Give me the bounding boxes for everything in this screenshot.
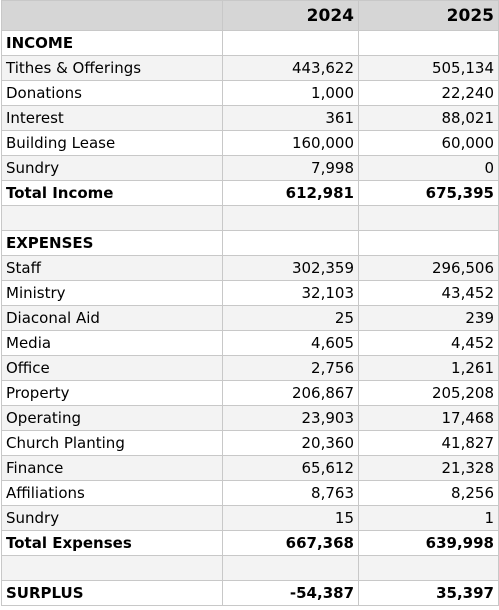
table-row: Donations 1,000 22,240 bbox=[1, 80, 499, 106]
value-cell: 25 bbox=[222, 305, 359, 331]
row-label: Diaconal Aid bbox=[1, 305, 223, 331]
table-row: EXPENSES bbox=[1, 230, 499, 256]
header-cell: 2024 bbox=[222, 0, 359, 31]
table-row: INCOME bbox=[1, 30, 499, 56]
table-row: Ministry 32,103 43,452 bbox=[1, 280, 499, 306]
row-label: Media bbox=[1, 330, 223, 356]
value-cell: 612,981 bbox=[222, 180, 359, 206]
table-row: Tithes & Offerings 443,622 505,134 bbox=[1, 55, 499, 81]
value-cell: 88,021 bbox=[358, 105, 499, 131]
value-cell: 7,998 bbox=[222, 155, 359, 181]
value-cell: 32,103 bbox=[222, 280, 359, 306]
table-row: Church Planting 20,360 41,827 bbox=[1, 430, 499, 456]
table-row: Sundry 15 1 bbox=[1, 505, 499, 531]
table-row: Diaconal Aid 25 239 bbox=[1, 305, 499, 331]
value-cell: 302,359 bbox=[222, 255, 359, 281]
value-cell: 20,360 bbox=[222, 430, 359, 456]
row-label: Interest bbox=[1, 105, 223, 131]
value-cell: 205,208 bbox=[358, 380, 499, 406]
row-label: Church Planting bbox=[1, 430, 223, 456]
row-label: Operating bbox=[1, 405, 223, 431]
table-row: Operating 23,903 17,468 bbox=[1, 405, 499, 431]
table-row bbox=[1, 555, 499, 581]
value-cell: 22,240 bbox=[358, 80, 499, 106]
header-cell: 2025 bbox=[358, 0, 499, 31]
value-cell: 8,763 bbox=[222, 480, 359, 506]
value-cell: 4,605 bbox=[222, 330, 359, 356]
value-cell: 1 bbox=[358, 505, 499, 531]
value-cell: 160,000 bbox=[222, 130, 359, 156]
table-row: Staff 302,359 296,506 bbox=[1, 255, 499, 281]
row-label: Property bbox=[1, 380, 223, 406]
value-cell: 4,452 bbox=[358, 330, 499, 356]
table-row: Affiliations 8,763 8,256 bbox=[1, 480, 499, 506]
value-cell bbox=[358, 555, 499, 581]
value-cell: 65,612 bbox=[222, 455, 359, 481]
table-row: Interest 361 88,021 bbox=[1, 105, 499, 131]
value-cell: 8,256 bbox=[358, 480, 499, 506]
table-row: Finance 65,612 21,328 bbox=[1, 455, 499, 481]
value-cell: 0 bbox=[358, 155, 499, 181]
row-label: Affiliations bbox=[1, 480, 223, 506]
row-label: Donations bbox=[1, 80, 223, 106]
row-label: INCOME bbox=[1, 30, 223, 56]
row-label: Finance bbox=[1, 455, 223, 481]
table-row: Property 206,867 205,208 bbox=[1, 380, 499, 406]
value-cell: 2,756 bbox=[222, 355, 359, 381]
value-cell: 41,827 bbox=[358, 430, 499, 456]
value-cell: 675,395 bbox=[358, 180, 499, 206]
value-cell: 1,261 bbox=[358, 355, 499, 381]
value-cell bbox=[222, 205, 359, 231]
value-cell: 639,998 bbox=[358, 530, 499, 556]
table-row: Office 2,756 1,261 bbox=[1, 355, 499, 381]
row-label: Staff bbox=[1, 255, 223, 281]
table-row: Sundry 7,998 0 bbox=[1, 155, 499, 181]
row-label bbox=[1, 555, 223, 581]
value-cell bbox=[222, 230, 359, 256]
value-cell bbox=[358, 230, 499, 256]
value-cell bbox=[222, 555, 359, 581]
row-label: Office bbox=[1, 355, 223, 381]
value-cell bbox=[358, 205, 499, 231]
value-cell: 35,397 bbox=[358, 580, 499, 606]
value-cell: 296,506 bbox=[358, 255, 499, 281]
value-cell: 443,622 bbox=[222, 55, 359, 81]
row-label: Building Lease bbox=[1, 130, 223, 156]
value-cell: 361 bbox=[222, 105, 359, 131]
row-label: Sundry bbox=[1, 155, 223, 181]
table-row: SURPLUS -54,387 35,397 bbox=[1, 580, 499, 606]
row-label: Ministry bbox=[1, 280, 223, 306]
value-cell: 667,368 bbox=[222, 530, 359, 556]
table-row: Media 4,605 4,452 bbox=[1, 330, 499, 356]
header-cell bbox=[1, 0, 223, 31]
row-label: SURPLUS bbox=[1, 580, 223, 606]
value-cell: 505,134 bbox=[358, 55, 499, 81]
value-cell: 60,000 bbox=[358, 130, 499, 156]
table-row: Total Expenses 667,368 639,998 bbox=[1, 530, 499, 556]
value-cell bbox=[358, 30, 499, 56]
row-label: EXPENSES bbox=[1, 230, 223, 256]
value-cell bbox=[222, 30, 359, 56]
row-label: Tithes & Offerings bbox=[1, 55, 223, 81]
value-cell: 21,328 bbox=[358, 455, 499, 481]
value-cell: 1,000 bbox=[222, 80, 359, 106]
value-cell: 17,468 bbox=[358, 405, 499, 431]
value-cell: 206,867 bbox=[222, 380, 359, 406]
table-row: Building Lease 160,000 60,000 bbox=[1, 130, 499, 156]
row-label: Sundry bbox=[1, 505, 223, 531]
row-label: Total Expenses bbox=[1, 530, 223, 556]
value-cell: 23,903 bbox=[222, 405, 359, 431]
table-row bbox=[1, 205, 499, 231]
value-cell: -54,387 bbox=[222, 580, 359, 606]
header-row: 2024 2025 bbox=[1, 0, 499, 31]
value-cell: 15 bbox=[222, 505, 359, 531]
row-label: Total Income bbox=[1, 180, 223, 206]
row-label bbox=[1, 205, 223, 231]
table-row: Total Income 612,981 675,395 bbox=[1, 180, 499, 206]
value-cell: 43,452 bbox=[358, 280, 499, 306]
value-cell: 239 bbox=[358, 305, 499, 331]
